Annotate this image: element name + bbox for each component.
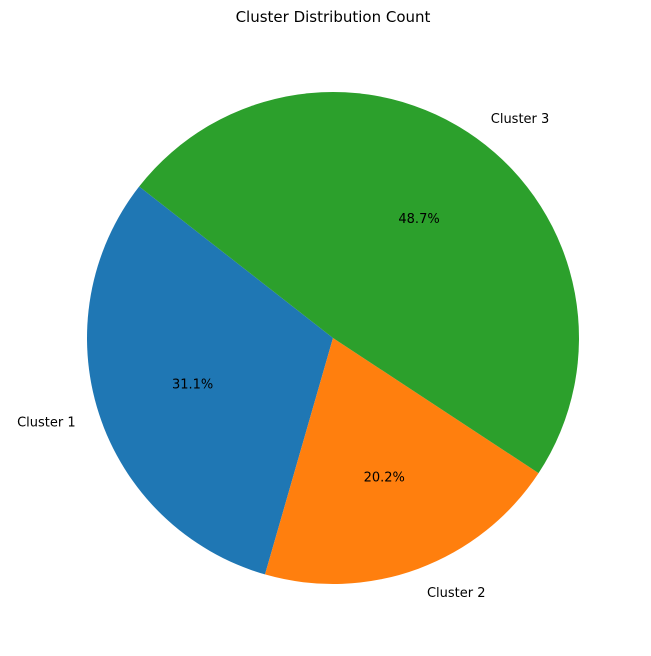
pie-labels: Cluster 1 31.1% Cluster 2 20.2% Cluster 3 48.… [17, 112, 549, 601]
slice-label-2: Cluster 2 [427, 586, 486, 601]
pie-slice-2 [265, 338, 539, 584]
slice-percent-2: 20.2% [364, 470, 405, 485]
slice-label-3: Cluster 3 [491, 112, 550, 127]
chart-title: Cluster Distribution Count [236, 8, 431, 26]
slice-percent-1: 31.1% [172, 378, 213, 393]
slice-percent-3: 48.7% [398, 212, 439, 227]
pie-slice-1 [87, 186, 333, 575]
pie-slice-3 [139, 92, 579, 474]
pie-slices [87, 92, 579, 584]
slice-label-1: Cluster 1 [17, 416, 76, 431]
